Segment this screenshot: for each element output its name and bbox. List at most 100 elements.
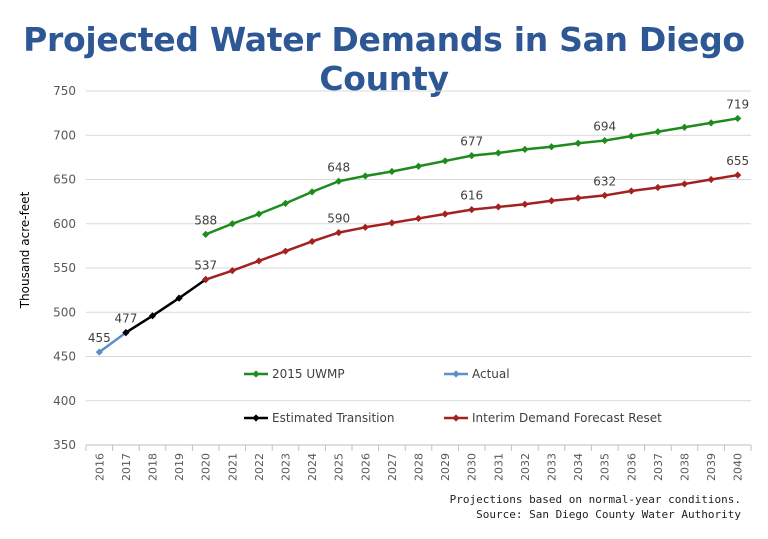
- data-point: [414, 162, 423, 170]
- y-tick-label: 450: [53, 350, 76, 364]
- data-point: [122, 329, 130, 337]
- data-point: [202, 230, 210, 238]
- y-tick-label: 500: [53, 305, 76, 319]
- data-point: [574, 139, 582, 147]
- x-tick-label: 2035: [599, 453, 612, 481]
- y-tick-label: 650: [53, 173, 76, 187]
- data-point: [734, 171, 742, 179]
- y-tick-label: 350: [53, 438, 76, 452]
- data-point: [335, 229, 343, 237]
- x-tick-label: 2025: [333, 453, 346, 481]
- data-point: [308, 237, 316, 246]
- data-label: 590: [327, 212, 350, 226]
- data-label: 616: [460, 189, 483, 203]
- legend-label: Interim Demand Forecast Reset: [472, 411, 662, 425]
- x-tick-label: 2017: [120, 453, 133, 481]
- data-point: [627, 132, 635, 140]
- legend-label: Actual: [472, 367, 510, 381]
- data-point: [494, 149, 502, 157]
- data-point: [521, 200, 529, 208]
- x-tick-label: 2027: [386, 453, 399, 481]
- x-tick-label: 2018: [147, 453, 160, 481]
- data-point: [680, 123, 689, 131]
- legend-marker: [452, 414, 460, 422]
- data-point: [202, 275, 210, 284]
- x-tick-label: 2031: [492, 453, 505, 481]
- x-tick-label: 2033: [546, 453, 559, 481]
- legend-marker: [252, 414, 260, 422]
- data-point: [281, 199, 290, 207]
- data-point: [414, 214, 423, 223]
- data-label: 632: [593, 174, 616, 188]
- x-tick-label: 2023: [280, 453, 293, 481]
- x-tick-label: 2029: [439, 453, 452, 481]
- data-point: [468, 205, 476, 214]
- data-label: 677: [460, 135, 483, 149]
- x-tick-label: 2016: [93, 453, 106, 481]
- x-tick-label: 2039: [705, 453, 718, 481]
- y-tick-label: 400: [53, 394, 76, 408]
- data-point: [228, 267, 236, 275]
- x-tick-label: 2026: [359, 453, 372, 481]
- data-label: 455: [88, 331, 111, 345]
- footnote: Projections based on normal-year conditi…: [449, 493, 741, 506]
- data-point: [255, 210, 263, 218]
- x-tick-label: 2040: [732, 453, 745, 481]
- data-point: [95, 348, 103, 356]
- x-tick-label: 2021: [226, 453, 239, 481]
- data-label: 537: [194, 259, 217, 273]
- data-point: [175, 294, 183, 302]
- y-tick-label: 550: [53, 261, 76, 275]
- data-label: 694: [593, 120, 616, 134]
- data-point: [654, 128, 662, 136]
- data-point: [388, 167, 396, 176]
- data-point: [734, 114, 742, 123]
- data-point: [654, 183, 662, 192]
- data-point: [707, 175, 715, 184]
- data-point: [308, 188, 316, 196]
- data-label: 648: [327, 160, 350, 174]
- data-point: [361, 223, 369, 231]
- y-axis-title: Thousand acre-feet: [18, 191, 32, 309]
- data-point: [521, 145, 529, 154]
- data-point: [707, 119, 715, 127]
- y-tick-label: 700: [53, 128, 76, 142]
- x-tick-label: 2034: [572, 453, 585, 481]
- x-tick-label: 2022: [253, 453, 266, 481]
- data-point: [468, 152, 476, 160]
- chart-title: Projected Water Demands in San Diego Cou…: [23, 20, 745, 98]
- data-point: [441, 210, 449, 218]
- data-point: [494, 203, 502, 211]
- legend-label: 2015 UWMP: [272, 367, 345, 381]
- data-point: [680, 180, 689, 188]
- data-label: 655: [726, 154, 749, 168]
- y-tick-label: 600: [53, 217, 76, 231]
- x-tick-label: 2028: [413, 453, 426, 481]
- x-tick-label: 2032: [519, 453, 532, 481]
- data-point: [228, 220, 236, 228]
- x-tick-label: 2037: [652, 453, 665, 481]
- y-tick-label: 750: [53, 84, 76, 98]
- data-point: [361, 172, 369, 180]
- series-line-1: [98, 331, 127, 354]
- data-point: [601, 136, 609, 145]
- source-note: Projections based on normal-year conditi…: [450, 492, 741, 522]
- legend-marker: [252, 370, 260, 378]
- legend-label: Estimated Transition: [272, 411, 394, 425]
- x-tick-label: 2038: [679, 453, 692, 481]
- data-point: [601, 191, 609, 200]
- data-point: [441, 157, 449, 165]
- data-point: [335, 177, 343, 185]
- source-credit: Source: San Diego County Water Authority: [476, 508, 741, 521]
- data-point: [547, 143, 556, 151]
- data-point: [388, 219, 396, 227]
- data-label: 477: [114, 312, 137, 326]
- data-point: [547, 197, 556, 205]
- data-point: [148, 312, 157, 320]
- x-tick-label: 2036: [625, 453, 638, 481]
- x-tick-label: 2019: [173, 453, 186, 481]
- data-point: [255, 257, 263, 265]
- data-label: 719: [726, 97, 749, 111]
- x-tick-label: 2024: [306, 453, 319, 481]
